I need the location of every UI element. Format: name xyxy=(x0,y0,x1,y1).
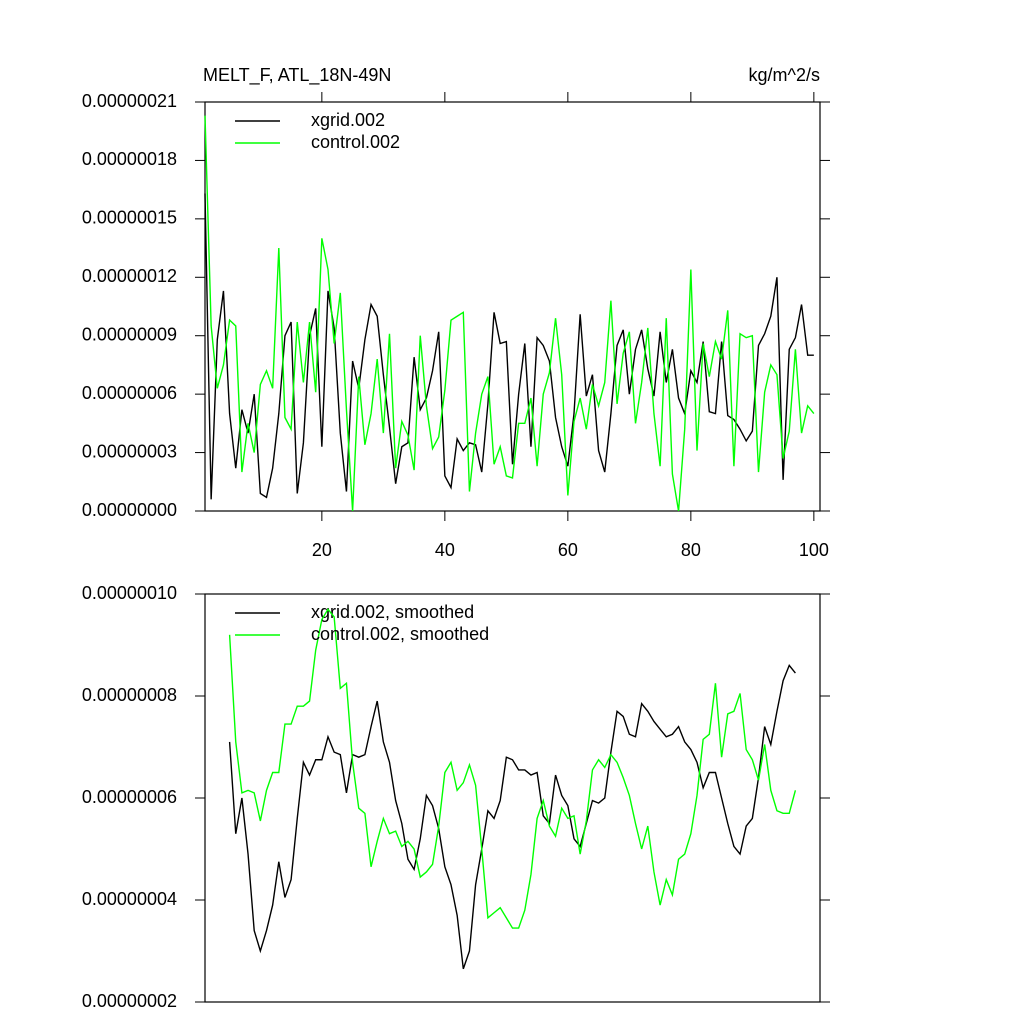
x-tick-label: 40 xyxy=(435,540,455,560)
series-line xyxy=(204,115,815,512)
y-tick-label: 0.00000021 xyxy=(82,91,177,111)
y-tick-label: 0.00000003 xyxy=(82,441,177,461)
plot-frame xyxy=(204,593,821,1003)
legend-label: xgrid.002, smoothed xyxy=(311,602,474,622)
plot-frame xyxy=(204,101,821,512)
series-line xyxy=(228,608,797,929)
y-tick-label: 0.00000004 xyxy=(82,889,177,909)
series-line xyxy=(204,193,814,500)
series-line xyxy=(228,664,796,970)
y-tick-label: 0.00000010 xyxy=(82,583,177,603)
x-tick-label: 20 xyxy=(312,540,332,560)
y-tick-label: 0.00000008 xyxy=(82,685,177,705)
units-label: kg/m^2/s xyxy=(749,65,820,85)
y-tick-label: 0.00000006 xyxy=(82,787,177,807)
y-tick-label: 0.00000009 xyxy=(82,324,177,344)
y-tick-label: 0.00000012 xyxy=(82,266,177,286)
y-tick-label: 0.00000006 xyxy=(82,383,177,403)
x-tick-label: 80 xyxy=(681,540,701,560)
legend-label: control.002 xyxy=(311,132,400,152)
legend-label: control.002, smoothed xyxy=(311,624,489,644)
y-tick-label: 0.00000015 xyxy=(82,208,177,228)
x-tick-label: 60 xyxy=(558,540,578,560)
y-tick-label: 0.00000018 xyxy=(82,149,177,169)
legend-label: xgrid.002 xyxy=(311,110,385,130)
y-tick-label: 0.00000002 xyxy=(82,991,177,1011)
chart-title: MELT_F, ATL_18N-49N xyxy=(203,65,391,86)
x-tick-label: 100 xyxy=(799,540,829,560)
y-tick-label: 0.00000000 xyxy=(82,500,177,520)
